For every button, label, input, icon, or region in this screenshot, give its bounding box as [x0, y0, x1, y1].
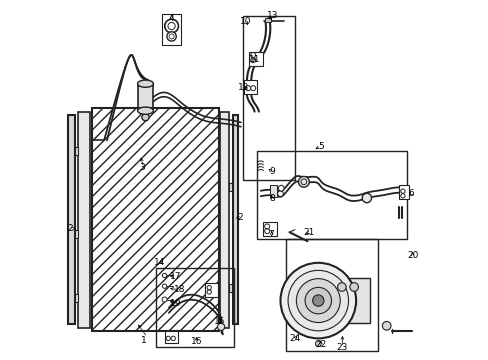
Bar	[232, 115, 238, 324]
Text: 10: 10	[240, 17, 251, 26]
Circle shape	[250, 53, 255, 58]
Bar	[204, 283, 217, 297]
Circle shape	[312, 295, 324, 306]
Circle shape	[245, 86, 250, 91]
Text: 6: 6	[407, 189, 413, 198]
Circle shape	[337, 283, 346, 291]
Bar	[248, 52, 262, 66]
Circle shape	[142, 114, 149, 121]
Circle shape	[315, 341, 321, 347]
Text: 21: 21	[303, 228, 314, 237]
Bar	[265, 18, 270, 22]
Text: 23: 23	[336, 343, 347, 352]
Bar	[164, 330, 178, 343]
Text: 2: 2	[237, 213, 243, 222]
Ellipse shape	[137, 107, 153, 114]
Bar	[68, 115, 75, 324]
Circle shape	[362, 193, 371, 203]
Text: 4: 4	[169, 14, 174, 23]
Circle shape	[168, 22, 175, 30]
Circle shape	[280, 263, 355, 338]
Bar	[69, 230, 78, 238]
Circle shape	[298, 176, 309, 187]
Bar	[91, 108, 219, 331]
Circle shape	[296, 279, 340, 323]
Bar	[329, 278, 370, 323]
Text: 17: 17	[170, 271, 182, 281]
Text: 8: 8	[268, 194, 274, 203]
Circle shape	[349, 283, 358, 291]
Bar	[257, 151, 406, 239]
Text: 9: 9	[269, 167, 275, 176]
Text: 5: 5	[317, 142, 323, 151]
Circle shape	[382, 321, 390, 330]
Text: 13: 13	[266, 11, 278, 20]
Text: 19: 19	[170, 299, 182, 308]
Circle shape	[278, 185, 284, 191]
Text: 22: 22	[315, 341, 326, 349]
Bar	[78, 112, 89, 328]
Bar	[244, 80, 257, 94]
Circle shape	[250, 58, 255, 63]
Bar	[285, 239, 377, 351]
Text: 3: 3	[139, 163, 144, 172]
Circle shape	[287, 270, 348, 331]
Bar	[399, 185, 408, 199]
Bar	[242, 16, 294, 180]
Circle shape	[162, 273, 166, 278]
Text: 1: 1	[141, 336, 146, 345]
Text: 24: 24	[289, 334, 300, 343]
Circle shape	[164, 19, 178, 33]
Bar	[156, 268, 233, 347]
Bar	[220, 112, 228, 328]
Text: 15: 15	[213, 317, 224, 325]
Text: 7: 7	[268, 230, 274, 239]
Circle shape	[305, 287, 331, 314]
Bar	[137, 84, 153, 111]
Bar	[91, 108, 219, 331]
Bar	[263, 222, 276, 236]
Circle shape	[250, 86, 255, 91]
Bar	[69, 294, 78, 302]
Text: 2: 2	[68, 224, 73, 233]
Bar	[270, 185, 276, 197]
Text: 14: 14	[154, 258, 165, 266]
Bar	[228, 183, 236, 191]
Ellipse shape	[137, 80, 153, 87]
Text: 18: 18	[174, 285, 185, 294]
Text: 20: 20	[407, 251, 418, 260]
Circle shape	[162, 284, 166, 288]
Text: 12: 12	[237, 83, 248, 92]
Bar	[228, 284, 236, 292]
Circle shape	[166, 32, 176, 41]
Circle shape	[169, 34, 174, 39]
Text: 16: 16	[190, 338, 202, 346]
Circle shape	[277, 191, 283, 197]
Text: 11: 11	[248, 55, 260, 64]
Bar	[162, 14, 181, 45]
Circle shape	[162, 297, 167, 302]
Bar	[69, 147, 78, 155]
Circle shape	[217, 323, 224, 330]
